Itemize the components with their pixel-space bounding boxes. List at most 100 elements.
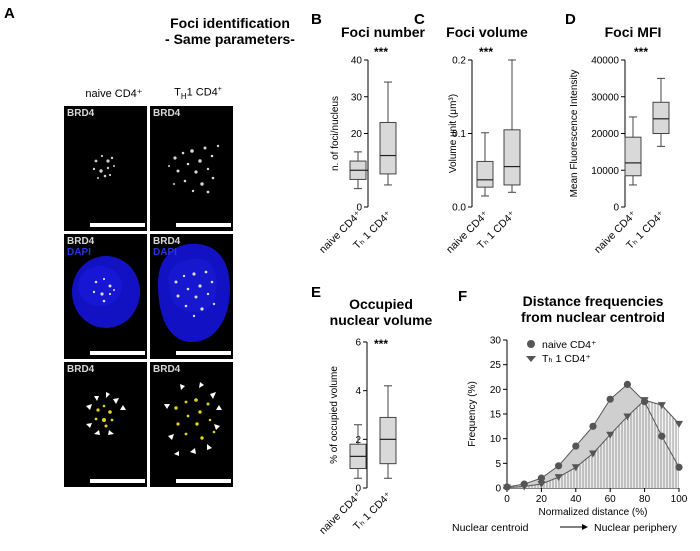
micrograph-naive-brd4-dapi: BRD4 DAPI: [64, 234, 147, 359]
y-tick-label: 0: [495, 484, 501, 495]
legend-marker-circle-icon: [527, 340, 535, 348]
scale-bar: [176, 223, 231, 227]
micrograph-th1-brd4-dapi: BRD4 DAPI: [150, 234, 233, 359]
y-tick-label: 4: [355, 386, 361, 397]
panel-letter: F: [458, 288, 467, 305]
scale-bar: [176, 479, 231, 483]
box-iqr: [476, 160, 494, 188]
arrowhead-icons: [164, 382, 222, 456]
scale-bar: [176, 351, 231, 355]
y-axis-title: n. of foci/nucleus: [330, 96, 341, 171]
data-point-th1: [554, 474, 563, 482]
scale-bar: [90, 223, 145, 227]
data-point-th1: [520, 483, 529, 491]
foci-dots: [92, 154, 115, 179]
panel-letter: B: [311, 11, 322, 28]
scale-bar: [90, 351, 145, 355]
micrograph-label: BRD4: [67, 364, 95, 375]
data-point-th1: [675, 420, 683, 428]
data-point-naive: [606, 395, 614, 403]
y-tick-label: 0.2: [452, 56, 466, 67]
y-tick-label: 30000: [591, 92, 619, 103]
chart-title-line1: Occupied: [349, 296, 413, 312]
y-tick-label: 20: [490, 385, 502, 396]
micrograph-label: BRD4 DAPI: [153, 236, 180, 258]
y-axis-title: Frequency (%): [467, 381, 478, 447]
label-dapi: DAPI: [67, 247, 91, 258]
box-iqr: [503, 129, 521, 186]
x-tick-label: 80: [639, 494, 651, 505]
x-tick-label: 20: [536, 494, 548, 505]
data-point-naive: [675, 463, 683, 471]
label-brd4: BRD4: [153, 236, 181, 247]
box-iqr: [652, 101, 670, 134]
data-point-naive: [589, 422, 597, 430]
significance-label: ***: [374, 337, 388, 351]
foci-overlay: [164, 382, 222, 456]
x-tick-label: 100: [671, 494, 688, 505]
y-tick-label: 10: [490, 434, 502, 445]
data-point-naive: [537, 474, 546, 482]
y-tick-label: 40000: [591, 56, 619, 67]
micrograph-th1-foci-overlay: BRD4: [150, 362, 233, 487]
micrograph-naive-brd4: BRD4: [64, 106, 147, 231]
label-brd4: BRD4: [67, 236, 95, 247]
th1-sub: H: [180, 91, 187, 101]
y-tick-label: 15: [490, 410, 502, 421]
legend-label: Tₕ 1 CD4⁺: [542, 353, 591, 365]
th1-main: T: [174, 86, 181, 99]
y-tick-label: 0: [355, 484, 361, 495]
data-point-naive: [623, 380, 632, 388]
arrowhead-icons: [86, 392, 126, 435]
panel-a-title: Foci identification - Same parameters-: [140, 15, 320, 47]
chart-title: Foci number: [341, 24, 426, 40]
chart-title-line1: Distance frequencies: [523, 293, 664, 309]
micrograph-label: BRD4: [67, 108, 95, 119]
y-tick-label: 0.0: [452, 203, 466, 214]
y-tick-label: 6: [355, 338, 361, 349]
micrograph-label: BRD4 DAPI: [67, 236, 94, 258]
x-tick-label: 0: [504, 494, 510, 505]
significance-label: ***: [634, 45, 648, 59]
data-point-th1: [623, 413, 632, 421]
y-tick-label: 5: [495, 459, 501, 470]
data-point-naive: [555, 462, 563, 470]
y-tick-label: 40: [351, 56, 363, 67]
y-tick-label: 0: [613, 203, 619, 214]
foci-dots: [168, 144, 220, 194]
foci-overlay: [86, 392, 126, 435]
column-label-th1: TH1 CD4+: [157, 86, 239, 101]
x-tick-label: 60: [605, 494, 617, 505]
y-axis-title: Volume unit (μm³): [448, 94, 459, 173]
micrograph-th1-brd4: BRD4: [150, 106, 233, 231]
panel-a-title-line2: - Same parameters-: [165, 31, 295, 47]
th1-sup: +: [217, 86, 222, 93]
y-tick-label: 30: [490, 336, 502, 347]
arrow-right-icon: [582, 524, 588, 530]
dapi-nucleus: [72, 256, 140, 328]
significance-label: ***: [479, 45, 493, 59]
data-point-th1: [589, 450, 597, 458]
y-axis-title: Mean Fluorescence Intensity: [569, 70, 580, 198]
chart-title-line2: from nuclear centroid: [521, 309, 665, 325]
axis-note-right: Nuclear periphery: [594, 522, 678, 534]
data-point-naive: [658, 432, 666, 440]
data-point-th1: [537, 481, 546, 489]
panel-letter: C: [414, 11, 425, 28]
axis-note-left: Nuclear centroid: [452, 522, 529, 534]
area-fill-th1: [507, 400, 679, 488]
y-tick-label: 25: [490, 360, 502, 371]
x-axis-title: Normalized distance (%): [539, 507, 648, 518]
significance-label: ***: [374, 45, 388, 59]
y-tick-label: 0.1: [452, 129, 466, 140]
box-iqr: [624, 136, 642, 177]
y-axis-title: % of occupied volume: [329, 366, 340, 464]
panel-letter: D: [565, 11, 576, 28]
box-iqr: [379, 121, 397, 175]
legend-label: naive CD4⁺: [542, 339, 597, 351]
th1-rest: 1 CD4: [186, 86, 218, 99]
column-label-naive: naive CD4⁺: [85, 88, 143, 100]
y-tick-label: 20000: [591, 129, 619, 140]
chart-title: Foci MFI: [605, 24, 662, 40]
